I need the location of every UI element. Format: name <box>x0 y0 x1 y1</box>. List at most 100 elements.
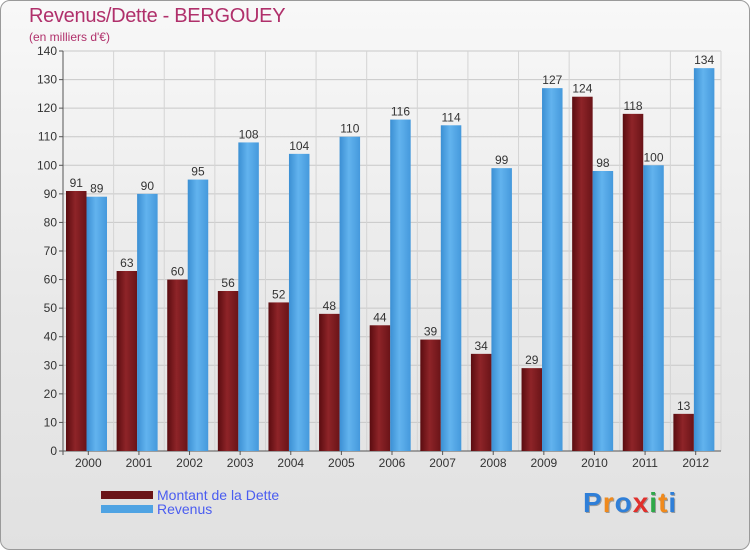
data-label-dette: 39 <box>424 325 438 339</box>
data-label-revenus: 98 <box>596 156 610 170</box>
proxiti-logo: Proxiti <box>583 487 677 519</box>
legend-item-revenus: Revenus <box>101 501 212 517</box>
data-label-dette: 60 <box>171 265 185 279</box>
x-tick-label: 2004 <box>277 456 304 470</box>
logo-letter: i <box>649 487 659 518</box>
data-label-revenus: 90 <box>141 179 155 193</box>
bar-revenus <box>542 88 563 452</box>
bar-dette <box>470 353 492 451</box>
bar-revenus <box>137 193 158 451</box>
x-tick-label: 2000 <box>75 456 102 470</box>
chart-subtitle: (en milliers d'€) <box>29 30 110 44</box>
data-label-dette: 44 <box>373 310 387 324</box>
bar-dette <box>116 271 138 451</box>
data-label-revenus: 95 <box>191 165 205 179</box>
bar-dette <box>521 368 543 451</box>
data-label-revenus: 110 <box>340 122 359 136</box>
logo-letter: t <box>658 487 669 518</box>
bar-revenus <box>440 125 462 452</box>
y-tick-label: 80 <box>44 215 58 229</box>
data-label-revenus: 134 <box>694 53 714 67</box>
bar-revenus <box>86 196 107 451</box>
bar-revenus <box>592 171 614 451</box>
bar-revenus <box>187 179 209 452</box>
data-labels: 91 89 63 90 60 95 56 108 52 104 48 110 44 116 39 114 34 9… <box>70 53 715 413</box>
y-tick-label: 0 <box>50 444 57 458</box>
bar-revenus <box>491 168 512 451</box>
y-tick-label: 50 <box>44 301 58 315</box>
y-tick-label: 70 <box>44 244 58 258</box>
data-label-revenus: 108 <box>239 127 259 141</box>
y-tick-label: 100 <box>37 158 57 172</box>
bar-revenus <box>390 119 411 452</box>
x-tick-label: 2006 <box>379 456 406 470</box>
data-label-revenus: 104 <box>289 139 309 153</box>
logo-letter: i <box>668 487 678 518</box>
y-tick-label: 20 <box>44 387 58 401</box>
bar-dette <box>268 302 289 451</box>
x-tick-label: 2001 <box>126 456 153 470</box>
bar-revenus <box>238 142 259 451</box>
data-label-dette: 124 <box>572 82 592 96</box>
data-label-dette: 52 <box>272 287 286 301</box>
data-label-revenus: 114 <box>441 110 460 124</box>
bar-revenus <box>643 165 664 452</box>
bar-dette <box>66 191 87 451</box>
bars <box>66 68 715 452</box>
x-tick-label: 2008 <box>480 456 507 470</box>
bar-dette <box>572 96 593 451</box>
data-label-revenus: 89 <box>90 182 104 196</box>
data-label-revenus: 99 <box>495 153 509 167</box>
data-label-dette: 48 <box>323 299 337 313</box>
x-tick-label: 2009 <box>530 456 557 470</box>
data-label-dette: 13 <box>677 399 691 413</box>
x-tick-label: 2010 <box>581 456 608 470</box>
data-label-dette: 29 <box>525 353 539 367</box>
y-tick-label: 60 <box>44 273 58 287</box>
legend-label-dette: Montant de la Dette <box>157 487 280 503</box>
y-tick-label: 110 <box>38 130 57 144</box>
logo-letter: x <box>632 487 650 518</box>
y-tick-label: 140 <box>37 44 57 58</box>
x-tick-label: 2002 <box>176 456 203 470</box>
x-tick-label: 2007 <box>429 456 456 470</box>
data-label-dette: 56 <box>221 276 235 290</box>
logo-letter: o <box>614 487 633 518</box>
logo-letter: r <box>602 487 615 518</box>
y-tick-label: 10 <box>44 415 58 429</box>
x-tick-label: 2005 <box>328 456 355 470</box>
bar-dette <box>319 313 340 451</box>
legend-swatch-dette <box>101 491 153 499</box>
legend-swatch-revenus <box>101 505 153 513</box>
chart-title: Revenus/Dette - BERGOUEY <box>29 5 286 27</box>
bar-dette <box>673 413 694 451</box>
data-label-revenus: 127 <box>542 73 562 87</box>
x-tick-label: 2011 <box>632 456 658 470</box>
x-tick-label: 2012 <box>682 456 709 470</box>
bar-dette <box>167 279 188 451</box>
data-label-dette: 118 <box>623 99 642 113</box>
bar-revenus <box>693 68 715 452</box>
bar-revenus <box>339 136 361 451</box>
bar-dette <box>369 325 391 451</box>
data-label-revenus: 116 <box>391 105 410 119</box>
y-tick-label: 40 <box>44 330 58 344</box>
bar-dette <box>217 291 239 451</box>
data-label-dette: 63 <box>120 256 134 270</box>
x-tick-label: 2003 <box>227 456 254 470</box>
y-tick-label: 90 <box>44 187 58 201</box>
data-label-dette: 34 <box>474 339 488 353</box>
bar-dette <box>622 113 644 451</box>
y-tick-label: 130 <box>37 73 57 87</box>
legend-item-dette: Montant de la Dette <box>101 487 279 503</box>
bar-revenus <box>288 153 310 451</box>
data-label-revenus: 100 <box>644 150 664 164</box>
y-tick-label: 30 <box>44 358 58 372</box>
logo-letter: P <box>583 487 603 518</box>
legend-label-revenus: Revenus <box>157 501 213 517</box>
bar-dette <box>420 339 441 451</box>
y-tick-label: 120 <box>37 101 57 115</box>
data-label-dette: 91 <box>70 176 84 190</box>
